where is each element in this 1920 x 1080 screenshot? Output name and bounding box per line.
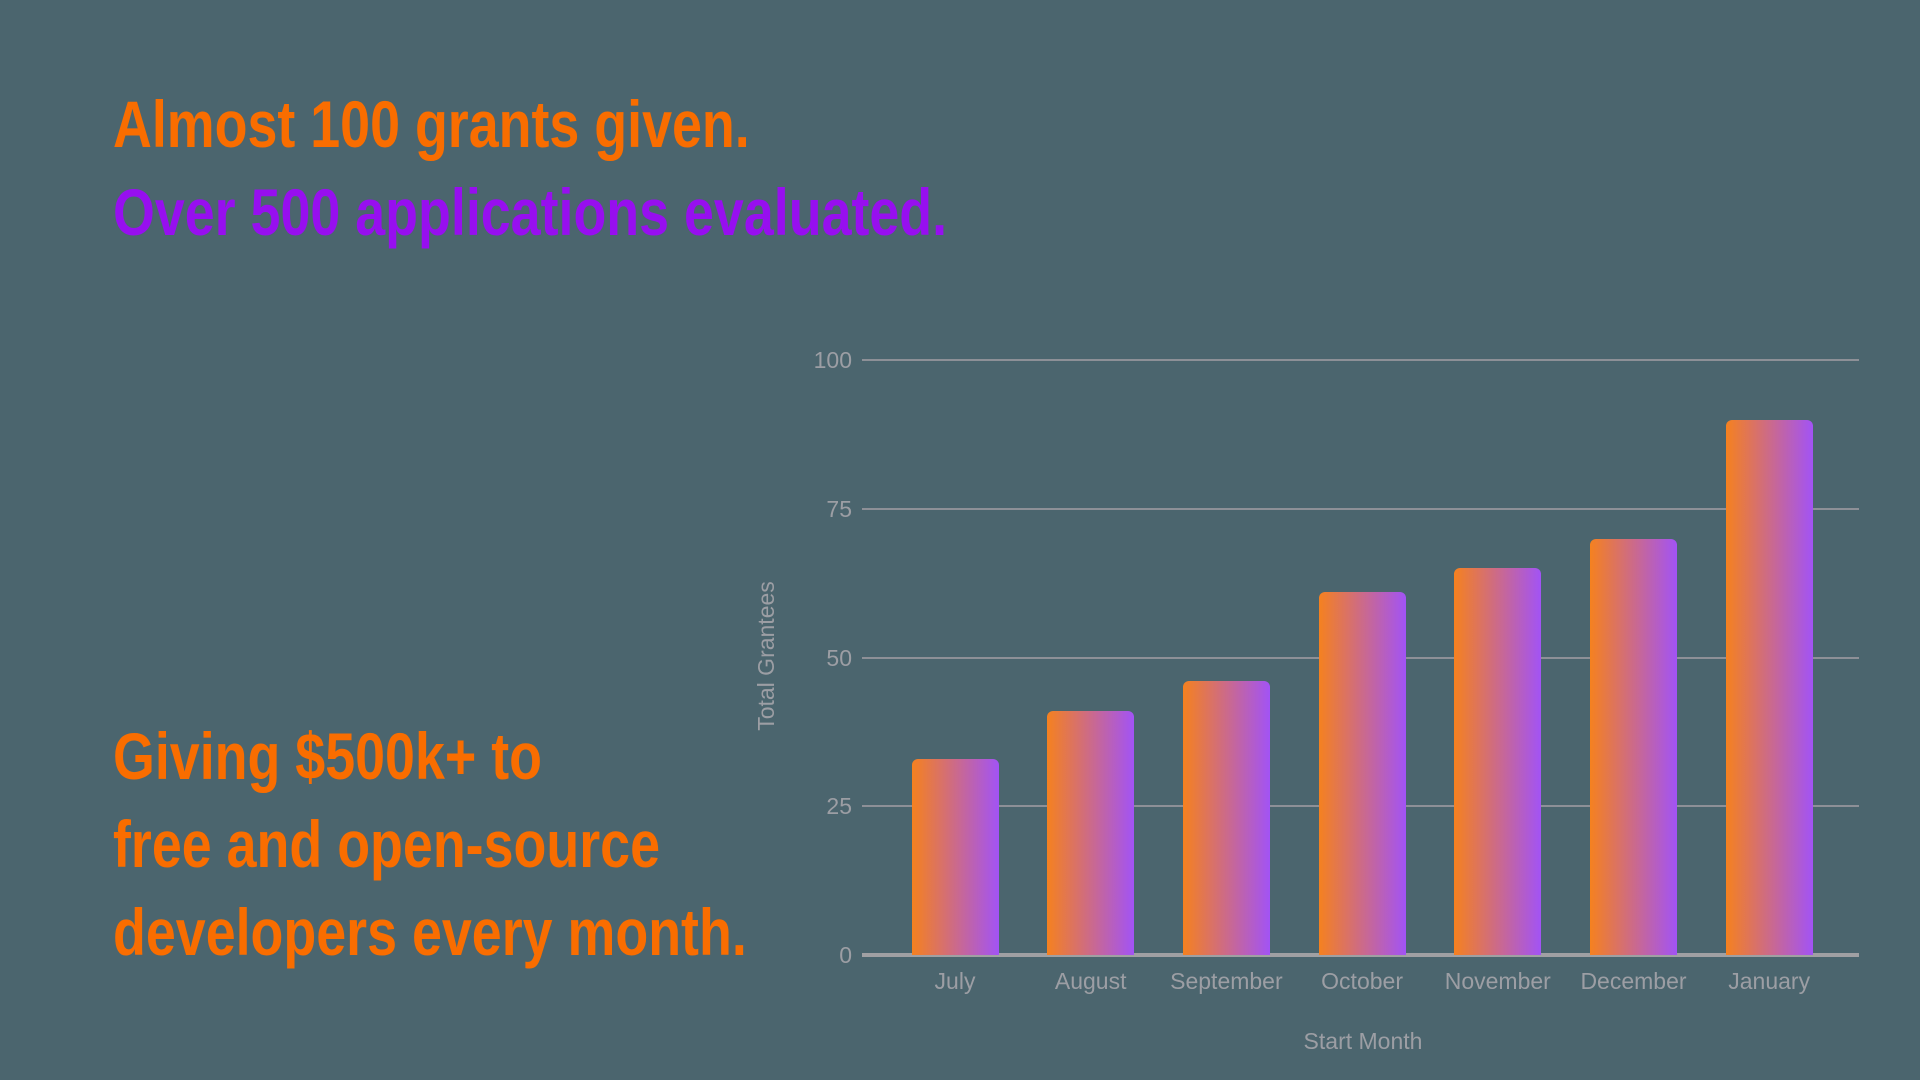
x-label-january: January (1728, 968, 1811, 994)
y-tick-label-25: 25 (826, 793, 852, 820)
x-label-july: July (934, 968, 976, 994)
bar-november (1454, 568, 1542, 955)
headline-line1: Almost 100 grants given. (113, 87, 750, 161)
x-axis-title: Start Month (1303, 1028, 1423, 1054)
bar-july (911, 758, 999, 955)
x-label-august: August (1054, 968, 1127, 994)
bar-january (1725, 419, 1813, 955)
x-label-november: November (1444, 968, 1551, 994)
x-label-december: December (1580, 968, 1687, 994)
y-axis-title: Total Grantees (753, 581, 779, 731)
y-tick-label-75: 75 (826, 495, 852, 522)
bar-august (1047, 711, 1135, 955)
subheadline-line1: Giving $500k+ to (113, 719, 543, 793)
y-tick-label-50: 50 (826, 644, 852, 671)
bar-december (1590, 538, 1677, 955)
bar-september (1182, 681, 1270, 955)
headline-block: Almost 100 grants given. Over 500 applic… (113, 80, 947, 256)
gridline-100 (862, 359, 1859, 361)
subheadline-line3: developers every month. (113, 895, 747, 969)
y-tick-label-100: 100 (813, 347, 852, 373)
x-label-october: October (1321, 968, 1403, 994)
x-axis-line (862, 953, 1859, 957)
gridline-75 (862, 507, 1859, 510)
subheadline-block: Giving $500k+ to free and open-source de… (113, 712, 747, 976)
y-tick-label-0: 0 (839, 942, 852, 968)
subheadline-line2: free and open-source (113, 807, 660, 881)
x-label-september: September (1170, 968, 1283, 994)
bar-october (1318, 592, 1406, 955)
headline-line2: Over 500 applications evaluated. (113, 175, 948, 249)
